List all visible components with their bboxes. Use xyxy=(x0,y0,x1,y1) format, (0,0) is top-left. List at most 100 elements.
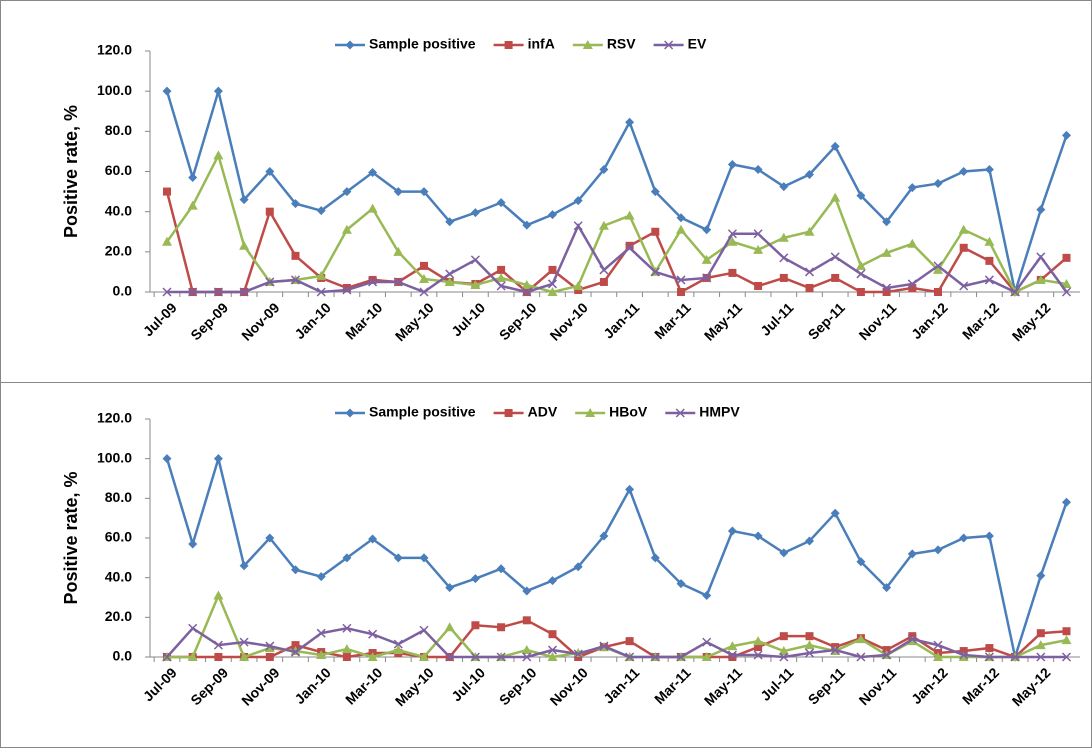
marker xyxy=(907,279,917,289)
marker xyxy=(213,454,223,464)
marker xyxy=(958,224,969,234)
y-tick-label: 20.0 xyxy=(105,608,132,624)
marker xyxy=(625,241,634,250)
marker xyxy=(573,221,583,231)
marker xyxy=(521,645,532,655)
marker xyxy=(1061,635,1072,645)
marker xyxy=(1036,205,1046,215)
marker xyxy=(368,275,377,284)
marker xyxy=(582,40,593,49)
x-tick-label: Jan-10 xyxy=(291,299,334,342)
marker xyxy=(958,652,969,661)
x-tick-label: Sep-11 xyxy=(805,299,848,342)
x-tick-label: Mar-12 xyxy=(959,664,1002,707)
marker xyxy=(650,553,660,563)
x-tick-label: May-12 xyxy=(1009,299,1054,344)
marker xyxy=(393,277,403,287)
marker xyxy=(504,41,513,49)
marker xyxy=(856,557,866,567)
marker xyxy=(342,283,351,292)
marker xyxy=(727,159,737,169)
marker xyxy=(933,261,943,271)
marker xyxy=(625,637,634,646)
x-tick-label: Jul-10 xyxy=(448,299,488,339)
marker xyxy=(239,561,249,571)
marker xyxy=(856,288,865,296)
marker xyxy=(959,650,969,660)
y-tick-label: 120.0 xyxy=(97,410,132,426)
marker xyxy=(393,246,404,256)
x-tick-label: Mar-11 xyxy=(651,299,694,342)
marker xyxy=(650,267,660,277)
marker xyxy=(985,644,994,653)
marker xyxy=(239,195,249,205)
marker xyxy=(676,652,686,662)
marker xyxy=(984,652,994,662)
marker xyxy=(804,226,815,236)
x-tick-label: Jan-10 xyxy=(291,664,334,707)
marker xyxy=(676,213,686,223)
marker xyxy=(585,408,596,417)
y-tick-label: 40.0 xyxy=(105,568,132,584)
marker xyxy=(1036,629,1045,638)
x-tick-label: Jul-09 xyxy=(140,664,180,704)
x-tick-label: Nov-09 xyxy=(238,664,282,708)
marker xyxy=(342,623,352,633)
marker xyxy=(213,150,224,160)
marker xyxy=(1035,274,1046,284)
marker xyxy=(239,240,250,250)
marker xyxy=(393,187,403,197)
marker xyxy=(188,623,198,633)
marker xyxy=(701,254,712,264)
marker xyxy=(316,287,326,297)
marker xyxy=(573,649,583,659)
marker xyxy=(470,574,480,584)
marker xyxy=(574,285,583,294)
marker xyxy=(471,621,480,630)
marker xyxy=(908,283,917,292)
marker xyxy=(856,652,866,662)
marker xyxy=(933,652,943,661)
marker xyxy=(933,640,943,650)
marker xyxy=(187,652,198,661)
marker xyxy=(316,650,327,660)
marker xyxy=(522,220,532,230)
marker xyxy=(599,265,609,275)
x-tick-label: Mar-11 xyxy=(651,664,694,707)
marker xyxy=(754,643,763,652)
marker xyxy=(959,243,968,252)
marker xyxy=(548,576,557,586)
marker xyxy=(702,273,712,283)
marker xyxy=(779,652,789,662)
marker xyxy=(345,40,355,50)
x-tick-label: Sep-09 xyxy=(187,664,231,708)
marker xyxy=(291,565,300,575)
marker xyxy=(805,170,814,180)
marker xyxy=(290,647,301,657)
marker xyxy=(163,187,171,196)
marker xyxy=(265,533,275,543)
marker xyxy=(522,586,532,596)
marker xyxy=(522,616,531,625)
marker xyxy=(504,409,513,417)
marker xyxy=(856,191,866,201)
marker xyxy=(470,208,480,218)
marker xyxy=(856,269,866,279)
x-tick-label: Nov-11 xyxy=(856,299,900,343)
marker xyxy=(984,275,994,285)
marker xyxy=(239,287,249,297)
x-tick-label: Mar-10 xyxy=(342,299,385,342)
line xyxy=(165,191,1068,294)
marker xyxy=(753,229,763,239)
marker xyxy=(420,261,428,270)
marker xyxy=(573,562,583,572)
legend-label: EV xyxy=(688,36,707,52)
marker xyxy=(188,173,198,183)
marker xyxy=(316,270,327,280)
marker xyxy=(753,636,764,646)
marker xyxy=(727,526,737,536)
marker xyxy=(934,288,942,296)
y-tick-label: 60.0 xyxy=(105,162,132,178)
x-tick-label: May-11 xyxy=(701,299,745,343)
marker xyxy=(624,210,635,220)
